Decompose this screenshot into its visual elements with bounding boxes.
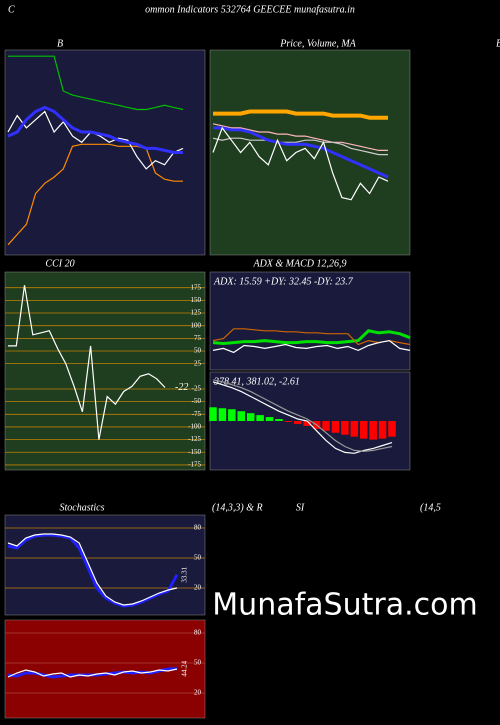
series-line xyxy=(212,123,388,151)
histogram-bar xyxy=(218,408,227,421)
series-line xyxy=(213,109,388,120)
panel-title: CCI 20 xyxy=(45,258,74,269)
histogram-bar xyxy=(303,421,311,426)
series-line xyxy=(8,285,166,440)
histogram-bar xyxy=(378,421,387,439)
series-line xyxy=(212,379,393,453)
y-tick-label: 125 xyxy=(191,309,202,317)
y-tick-label: 50 xyxy=(194,659,202,667)
y-tick-label: 50 xyxy=(194,554,202,562)
series-line xyxy=(7,668,178,678)
panel-title: Stochastics xyxy=(60,502,105,513)
histogram-bar xyxy=(388,421,396,437)
y-tick-label: 150 xyxy=(191,296,202,304)
panel xyxy=(4,514,206,616)
histogram-bar xyxy=(369,421,377,440)
histogram-bar xyxy=(265,417,274,421)
histogram-bar xyxy=(322,421,330,431)
y-tick-label: 80 xyxy=(194,629,202,637)
series-line xyxy=(7,105,183,154)
panel-title: ADX & MACD 12,26,9 xyxy=(252,258,346,269)
series-line xyxy=(213,126,389,179)
series-line xyxy=(212,339,411,354)
panel-subtitle: (14,5 xyxy=(420,502,441,513)
panel-annotation: 378.41, 381.02, -2.61 xyxy=(213,376,300,387)
histogram-bar xyxy=(341,421,349,435)
histogram-bar xyxy=(331,421,340,433)
y-tick-label: -100 xyxy=(188,423,201,431)
y-tick-label: -25 xyxy=(192,385,202,393)
panel-subtitle: (14,3,3) & R xyxy=(212,502,263,513)
histogram-bar xyxy=(284,421,293,422)
histogram-bar xyxy=(350,421,359,437)
panel-annotation: ADX: 15.59 +DY: 32.45 -DY: 23.7 xyxy=(213,276,354,287)
panel xyxy=(209,271,411,371)
series-line xyxy=(7,533,178,606)
series-line xyxy=(212,329,411,346)
panel-title: SI xyxy=(296,502,305,513)
value-label: -22 xyxy=(175,382,188,393)
histogram-bar xyxy=(294,421,302,424)
panel xyxy=(209,49,411,256)
header-right: B xyxy=(496,38,500,49)
histogram-bar xyxy=(209,407,217,421)
y-tick-label: 100 xyxy=(191,321,202,329)
value-label: 44.24 xyxy=(181,660,189,676)
series-line xyxy=(7,143,183,246)
y-tick-label: 175 xyxy=(191,283,202,291)
histogram-bar xyxy=(237,411,246,421)
panel-title: B xyxy=(57,38,63,49)
y-tick-label: 20 xyxy=(194,689,202,697)
histogram-bar xyxy=(275,419,283,421)
histogram-bar xyxy=(228,409,236,421)
y-tick-label: -175 xyxy=(188,461,201,469)
series-line xyxy=(8,55,184,111)
value-label: 33.31 xyxy=(181,566,189,582)
y-tick-label: -75 xyxy=(192,410,202,418)
y-tick-label: 20 xyxy=(194,584,202,592)
series-line xyxy=(212,126,389,201)
panel xyxy=(4,271,206,471)
y-tick-label: 80 xyxy=(194,524,202,532)
histogram-bar xyxy=(359,421,368,439)
header-left: C xyxy=(8,4,15,15)
watermark: MunafaSutra.com xyxy=(212,588,477,623)
header-title: ommon Indicators 532764 GEECEE munafasut… xyxy=(145,4,355,15)
y-tick-label: 50 xyxy=(194,347,202,355)
series-line xyxy=(7,533,179,608)
panel-title: Price, Volume, MA xyxy=(279,38,356,49)
y-tick-label: 25 xyxy=(194,359,202,367)
series-line xyxy=(212,328,411,346)
series-line xyxy=(212,137,388,156)
y-tick-label: -125 xyxy=(188,435,201,443)
histogram-bar xyxy=(256,415,264,421)
y-tick-label: 75 xyxy=(194,334,202,342)
histogram-bar xyxy=(246,413,255,421)
y-tick-label: -50 xyxy=(192,397,202,405)
y-tick-label: -150 xyxy=(188,448,201,456)
